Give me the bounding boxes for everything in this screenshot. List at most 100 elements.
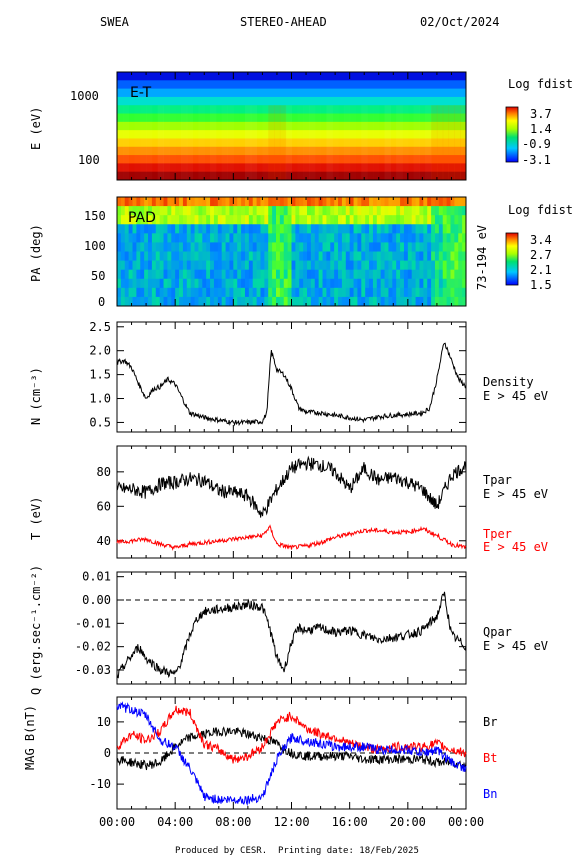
pad-cell: [392, 224, 397, 234]
pad-cell: [221, 197, 227, 207]
pad-cell: [210, 296, 215, 306]
pad-cell: [369, 278, 374, 289]
pad-cell: [388, 287, 393, 298]
pad-cell: [376, 224, 382, 234]
pad-cell: [345, 215, 351, 225]
energy-band: [117, 138, 466, 148]
pad-cell: [361, 224, 366, 234]
pad-cell: [128, 296, 134, 306]
pad-cell: [458, 296, 463, 306]
pad-cell: [210, 278, 215, 289]
energy-band: [117, 130, 466, 140]
pad-cell: [434, 224, 440, 234]
pad-cell: [380, 206, 386, 216]
pad-cell: [400, 278, 405, 289]
pad-cell: [299, 278, 304, 289]
pad-cell: [256, 224, 261, 234]
pad-cell: [175, 251, 180, 262]
pad-cell: [272, 260, 277, 271]
pad-cell: [279, 278, 285, 289]
pad-cell: [446, 242, 451, 252]
pad-cell: [202, 197, 207, 207]
pad-cell: [310, 269, 316, 280]
pad-cell: [248, 296, 254, 306]
pad-cell: [283, 269, 289, 280]
pad-cell: [353, 260, 358, 271]
pad-cell: [175, 215, 180, 225]
pad-cell: [268, 251, 273, 262]
y-tick-label: 60: [97, 499, 111, 513]
energy-band-shade: [396, 105, 403, 180]
pad-cell: [233, 215, 238, 225]
energy-band-shade: [222, 105, 228, 180]
pad-cell: [229, 215, 234, 225]
pad-cell: [120, 260, 126, 271]
pad-cell: [272, 206, 277, 216]
pad-cell: [132, 233, 137, 243]
energy-band-shade: [425, 105, 431, 180]
pad-cell: [454, 233, 459, 243]
pad-cell: [458, 251, 463, 262]
energy-band-shade: [274, 105, 281, 180]
pad-cell: [225, 296, 230, 306]
y-tick-label: 1.0: [89, 392, 111, 406]
pad-cell: [167, 287, 172, 298]
pad-cell: [434, 242, 440, 252]
pad-cell: [233, 260, 238, 271]
energy-band-shade: [187, 105, 193, 180]
pad-cell: [291, 296, 296, 306]
pad-ytick: 100: [84, 239, 106, 253]
pad-cell: [334, 269, 339, 280]
pad-cell: [186, 206, 192, 216]
pad-cell: [256, 296, 261, 306]
pad-cell: [206, 242, 211, 252]
pad-cell: [400, 224, 405, 234]
pad-cell: [244, 224, 250, 234]
pad-cell: [206, 206, 211, 216]
pad-cell: [427, 242, 432, 252]
pad-cell: [349, 215, 355, 225]
pad-cell: [303, 287, 308, 298]
pad-cell: [307, 269, 312, 280]
pad-cell: [117, 260, 122, 271]
et-ytick-1000: 1000: [70, 89, 99, 103]
pad-cell: [182, 269, 188, 280]
pad-cell: [380, 251, 386, 262]
pad-cell: [365, 251, 370, 262]
pad-cell: [144, 215, 149, 225]
pad-cell: [264, 197, 269, 207]
pad-cell: [415, 278, 420, 289]
pad-cell: [372, 197, 378, 207]
pad-cell: [361, 287, 366, 298]
pad-cell: [132, 206, 137, 216]
pad-cell: [427, 269, 432, 280]
pad-cell: [330, 215, 335, 225]
pad-cell: [431, 269, 436, 280]
pad-cell: [423, 278, 428, 289]
pad-cell: [462, 269, 466, 280]
pad-cell: [182, 260, 188, 271]
pad-cell: [376, 296, 382, 306]
pad-cell: [272, 269, 277, 280]
pad-cell: [291, 278, 296, 289]
pad-cell: [124, 206, 130, 216]
pad-cell: [403, 233, 409, 243]
pad-cell: [361, 278, 366, 289]
pad-cell: [190, 197, 196, 207]
pad-cell: [244, 269, 250, 280]
pad-cell: [128, 233, 134, 243]
x-tick-label: 08:00: [215, 815, 251, 829]
pad-cell: [171, 233, 176, 243]
pad-cell: [357, 251, 362, 262]
pad-cell: [376, 206, 382, 216]
pad-cell: [186, 287, 192, 298]
pad-cell: [376, 242, 382, 252]
pad-cell: [388, 215, 393, 225]
pad-cell: [345, 260, 351, 271]
pad-cell: [148, 260, 153, 271]
qpar-energy-label: E > 45 eV: [483, 639, 548, 653]
pad-cell: [450, 206, 455, 216]
pad-cell: [264, 242, 269, 252]
pad-cell: [136, 233, 141, 243]
pad-cell: [171, 251, 176, 262]
